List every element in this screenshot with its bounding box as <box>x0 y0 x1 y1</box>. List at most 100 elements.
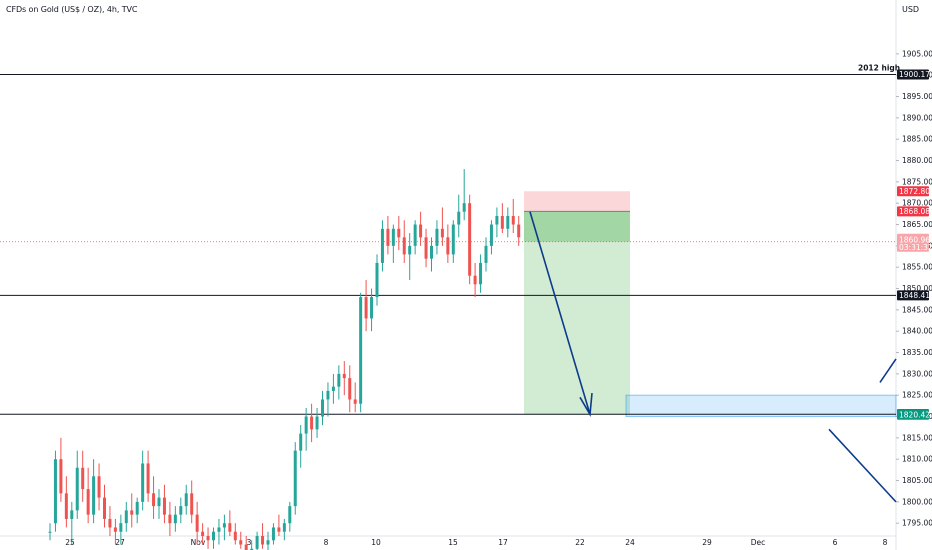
candle-body <box>288 506 292 524</box>
candle-body <box>261 536 265 545</box>
candle-body <box>250 548 254 550</box>
candle-body <box>124 510 128 524</box>
stop-loss-zone <box>524 191 630 212</box>
candle-body <box>293 450 297 507</box>
candle-body <box>386 228 390 246</box>
x-tick-label: 25 <box>65 538 75 547</box>
candle-body <box>353 399 357 404</box>
candle-body <box>473 275 477 285</box>
candle-body <box>157 497 161 507</box>
candle-body <box>75 467 79 511</box>
candle-body <box>517 224 521 238</box>
candle-body <box>86 489 90 515</box>
candle-body <box>489 224 493 246</box>
candle-body <box>424 237 428 259</box>
candle-body <box>299 433 303 451</box>
symbol-title: CFDs on Gold (US$ / OZ), 4h, TVC <box>6 5 138 14</box>
candle-body <box>435 228 439 246</box>
open-profit-zone <box>524 211 630 242</box>
candle-body <box>408 245 412 255</box>
candle-body <box>500 216 504 229</box>
candle-body <box>402 237 406 255</box>
candle-body <box>331 386 335 391</box>
entry-price-label: 1868.08 <box>899 207 930 216</box>
candle-body <box>484 245 488 263</box>
candle-body <box>419 224 423 238</box>
y-tick-label: 1800.00 <box>902 497 932 506</box>
y-tick-label: 1865.00 <box>902 220 932 229</box>
candle-body <box>190 493 194 515</box>
x-tick-label: 24 <box>625 538 635 547</box>
candle-body <box>184 493 188 507</box>
candle-body <box>397 228 401 238</box>
arrow-shaft <box>529 211 591 415</box>
x-tick-label: Nov <box>191 538 206 547</box>
candle-body <box>81 467 85 490</box>
candle-body <box>468 203 472 276</box>
candle-body <box>228 523 232 532</box>
candle-body <box>141 463 145 502</box>
candle-body <box>495 216 499 225</box>
candle-body <box>195 514 199 532</box>
x-tick-label: 8 <box>324 538 329 547</box>
y-tick-label: 1870.00 <box>902 199 932 208</box>
candle-body <box>451 224 455 255</box>
candle-body <box>119 523 123 532</box>
candle-body <box>364 297 368 319</box>
take-profit-zone <box>524 211 630 415</box>
target-price-label-bg <box>897 409 929 420</box>
level-price-label-bg <box>897 69 929 80</box>
candle-body <box>255 536 259 549</box>
y-tick-label: 1835.00 <box>902 348 932 357</box>
y-tick-label: 1845.00 <box>902 305 932 314</box>
candle-body <box>59 459 63 494</box>
candle-body <box>103 497 106 519</box>
candle-body <box>108 518 112 528</box>
trend-line-up <box>879 358 897 383</box>
candle-body <box>97 476 101 498</box>
trend-line-down <box>828 428 897 503</box>
candle-body <box>92 476 96 515</box>
candle-body <box>135 501 139 515</box>
candle-body <box>348 378 352 400</box>
x-tick-label: 10 <box>371 538 381 547</box>
x-tick-label: 8 <box>883 538 888 547</box>
y-tick-label: 1875.00 <box>902 177 932 186</box>
candle-body <box>173 514 177 524</box>
stop-price-label: 1872.80 <box>899 187 930 196</box>
currency-selector[interactable]: USD <box>902 5 920 14</box>
y-tick-label: 1905.00 <box>902 49 932 58</box>
candle-body <box>282 523 286 532</box>
x-tick-label: 29 <box>702 538 712 547</box>
candle-body <box>304 416 308 434</box>
candle-body <box>179 506 183 515</box>
target-price-label: 1820.42 <box>899 410 930 419</box>
candle-body <box>370 297 374 319</box>
x-tick-label: 22 <box>575 538 585 547</box>
y-tick-label: 1890.00 <box>902 113 932 122</box>
candle-body <box>266 540 270 545</box>
level-price-label: 1848.41 <box>899 291 930 300</box>
candle-body <box>375 262 379 298</box>
projection-arrow <box>529 211 593 417</box>
y-tick-label: 1840.00 <box>902 327 932 336</box>
candle-body <box>201 531 205 536</box>
current-price-label-bg <box>897 233 929 252</box>
candle-body <box>239 540 243 545</box>
candle-body <box>321 399 324 417</box>
y-tick-label: 1885.00 <box>902 135 932 144</box>
y-tick-label: 1850.00 <box>902 284 932 293</box>
candle-body <box>64 493 68 519</box>
y-tick-label: 1825.00 <box>902 391 932 400</box>
candle-body <box>233 531 237 541</box>
candle-body <box>48 531 52 533</box>
candle-body <box>53 459 57 524</box>
y-tick-label: 1810.00 <box>902 455 932 464</box>
x-tick-label: Dec <box>751 538 766 547</box>
x-tick-label: 17 <box>498 538 508 547</box>
candle-body <box>206 536 210 541</box>
level-price-label: 1900.17 <box>899 70 930 79</box>
y-tick-label: 1815.00 <box>902 433 932 442</box>
candle-body <box>244 544 248 550</box>
